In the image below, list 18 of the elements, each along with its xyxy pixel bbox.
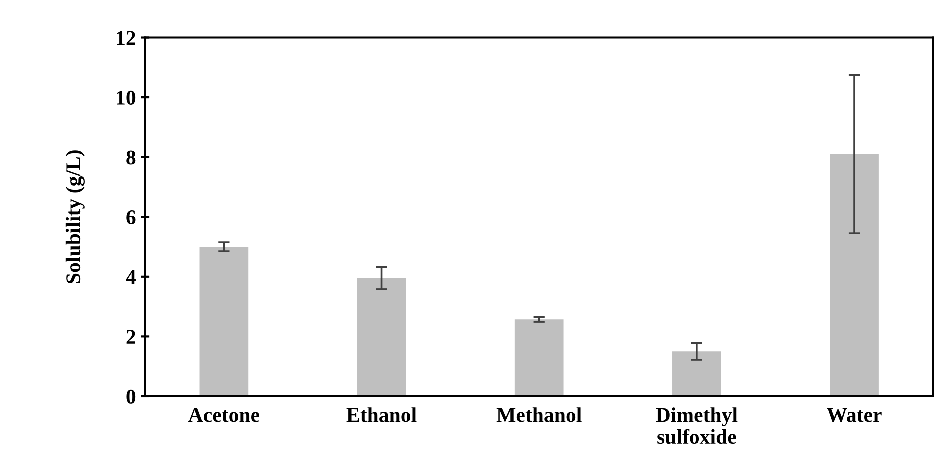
y-tick-label: 2 (126, 330, 136, 344)
x-tick-label: Dimethyl sulfoxide (656, 408, 738, 444)
bar (200, 247, 249, 396)
bar (672, 352, 722, 396)
y-tick-label: 8 (126, 150, 136, 165)
bar (357, 278, 406, 396)
x-tick-label: Methanol (496, 408, 582, 422)
bar (830, 154, 879, 396)
x-tick-label: Acetone (188, 408, 260, 422)
y-tick-label: 4 (126, 270, 136, 284)
y-axis-title: Solubility (g/L) (66, 150, 85, 284)
y-tick-label: 6 (126, 210, 136, 225)
y-tick-label: 0 (126, 390, 136, 404)
x-tick-label: Water (827, 408, 882, 422)
y-tick-label: 12 (117, 31, 136, 45)
y-tick-label: 10 (117, 90, 136, 105)
x-tick-label: Ethanol (346, 408, 417, 422)
bar (514, 320, 564, 396)
